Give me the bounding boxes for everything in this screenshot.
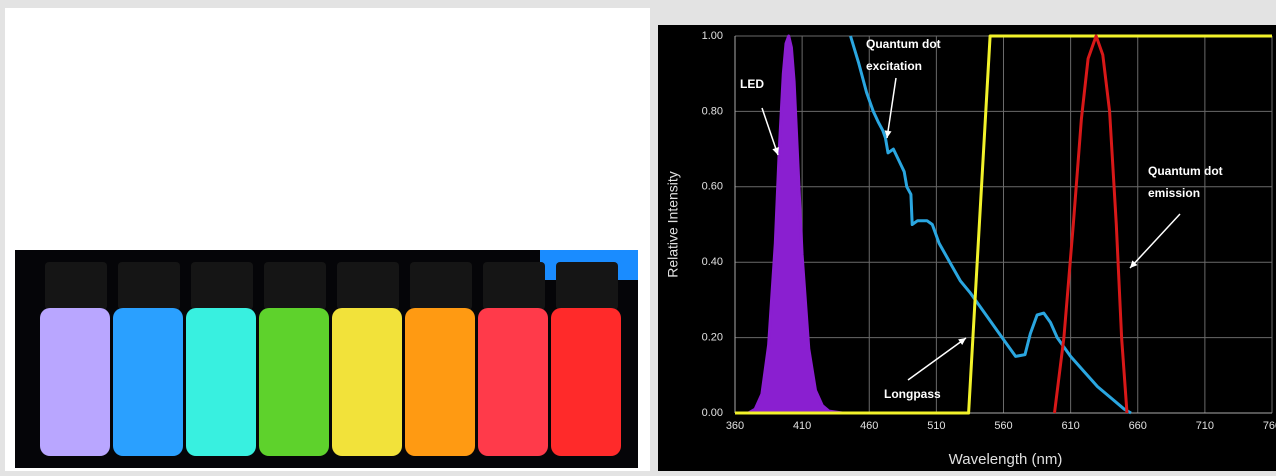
vial [259, 308, 329, 456]
vial [405, 308, 475, 456]
x-tick-label: 510 [927, 420, 945, 432]
vial-cap [337, 262, 399, 310]
figure: 0.00 0.20 0.40 0.60 0.80 1.00 360 410 460 510 560 6… [0, 0, 1276, 471]
x-tick-label: 710 [1196, 420, 1214, 432]
y-tick-label: 0.60 [702, 181, 723, 193]
y-tick-label: 0.80 [702, 105, 723, 117]
vial [332, 308, 402, 456]
vial [478, 308, 548, 456]
vial [113, 308, 183, 456]
y-tick-label: 1.00 [702, 30, 723, 42]
vial-cap [556, 262, 618, 310]
annotation: excitation [866, 59, 922, 73]
vial [551, 308, 621, 456]
x-axis-label: Wavelength (nm) [949, 451, 1063, 468]
x-tick-label: 560 [994, 420, 1012, 432]
x-tick-label: 660 [1129, 420, 1147, 432]
annotation: Quantum dot [1148, 164, 1223, 178]
y-tick-label: 0.20 [702, 332, 723, 344]
vial-cap [264, 262, 326, 310]
x-tick-label: 410 [793, 420, 811, 432]
photo [15, 250, 638, 468]
annotation: emission [1148, 186, 1200, 200]
y-tick-label: 0.00 [702, 407, 723, 419]
vial-cap [483, 262, 545, 310]
x-tick-label: 460 [860, 420, 878, 432]
chart-background [658, 25, 1276, 471]
x-tick-label: 610 [1061, 420, 1079, 432]
vial-cap [410, 262, 472, 310]
vial-cap [118, 262, 180, 310]
vial-cap [191, 262, 253, 310]
annotation: LED [740, 77, 764, 91]
x-tick-label: 360 [726, 420, 744, 432]
chart: 0.00 0.20 0.40 0.60 0.80 1.00 360 410 460 510 560 6… [658, 25, 1276, 471]
y-axis-label: Relative Intensity [665, 171, 681, 278]
y-tick-label: 0.40 [702, 256, 723, 268]
page: {"chart_data": { "type": "line", "xlabel… [0, 0, 1276, 471]
vial-cap [45, 262, 107, 310]
x-tick-label: 760 [1263, 420, 1276, 432]
annotation: Longpass [884, 387, 941, 401]
vial [186, 308, 256, 456]
annotation: Quantum dot [866, 37, 941, 51]
vial [40, 308, 110, 456]
